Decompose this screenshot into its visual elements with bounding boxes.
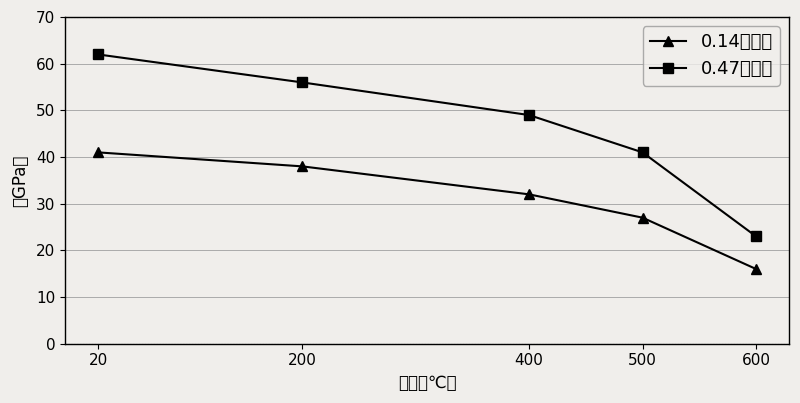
0.47实验値 — [638, 150, 647, 155]
0.14计算値 — [751, 266, 761, 271]
0.14计算値 — [94, 150, 103, 155]
Line: 0.14计算値: 0.14计算値 — [93, 147, 761, 274]
X-axis label: 温度（℃）: 温度（℃） — [398, 374, 456, 392]
0.14计算値 — [638, 215, 647, 220]
Legend: 0.14计算値, 0.47实验値: 0.14计算値, 0.47实验値 — [642, 26, 780, 85]
Y-axis label: （GPa）: （GPa） — [11, 154, 29, 207]
0.47实验値 — [524, 113, 534, 118]
0.47实验値 — [298, 80, 307, 85]
0.14计算値 — [298, 164, 307, 169]
0.47实验値 — [94, 52, 103, 57]
Line: 0.47实验値: 0.47实验値 — [93, 50, 761, 241]
0.14计算値 — [524, 192, 534, 197]
0.47实验値 — [751, 234, 761, 239]
